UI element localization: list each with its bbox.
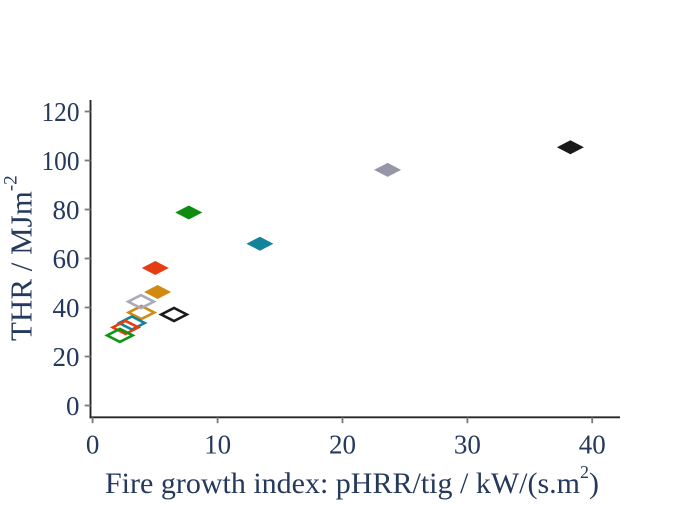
svg-text:20: 20 [329, 429, 356, 459]
svg-text:60: 60 [53, 244, 80, 274]
svg-text:30: 30 [454, 429, 481, 459]
svg-text:0: 0 [66, 391, 80, 421]
svg-text:40: 40 [53, 293, 80, 323]
svg-text:20: 20 [53, 342, 80, 372]
svg-text:40: 40 [579, 429, 606, 459]
svg-text:80: 80 [53, 195, 80, 225]
svg-text:100: 100 [42, 146, 80, 176]
svg-text:120: 120 [42, 97, 80, 127]
svg-text:THR / MJm-2: THR / MJm-2 [1, 175, 39, 341]
svg-text:0: 0 [86, 429, 100, 459]
svg-text:Fire growth index: pHRR/tig /: Fire growth index: pHRR/tig / kW/(s.m2) [105, 462, 599, 500]
svg-text:10: 10 [204, 429, 231, 459]
